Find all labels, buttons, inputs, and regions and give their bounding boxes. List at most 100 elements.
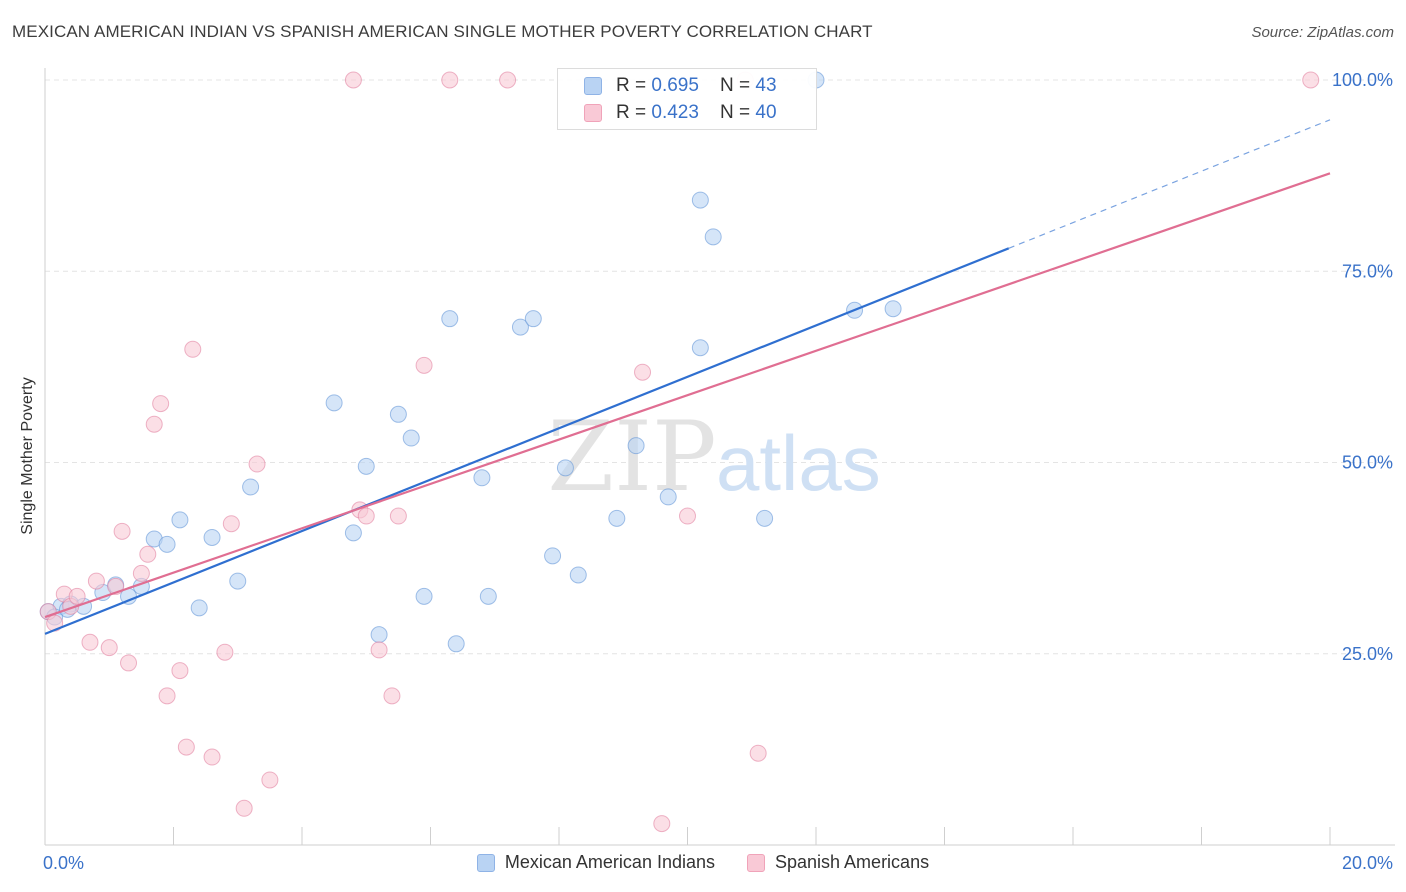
- point-spanish-americans: [1302, 71, 1320, 89]
- stats-swatch-blue: [584, 77, 602, 95]
- tick-labels: 25.0% 50.0% 75.0% 100.0% 0.0% 20.0%: [43, 70, 1393, 873]
- stats-row-blue: R = 0.695 N = 43: [584, 73, 777, 99]
- point-spanish-americans: [216, 643, 234, 661]
- watermark: ZIP atlas: [547, 401, 880, 513]
- y-tick-label: 75.0%: [1342, 261, 1393, 281]
- legend-label-pink: Spanish Americans: [775, 852, 930, 872]
- point-mexican-american-indians: [325, 394, 343, 412]
- point-spanish-americans: [679, 507, 696, 525]
- point-spanish-americans: [235, 799, 253, 817]
- point-spanish-americans: [81, 633, 99, 651]
- n-label: N =: [720, 75, 756, 96]
- point-mexican-american-indians: [190, 599, 208, 617]
- trendline-pink: [44, 172, 1331, 619]
- point-mexican-american-indians: [357, 457, 375, 475]
- point-mexican-american-indians: [756, 509, 774, 527]
- point-mexican-american-indians: [511, 318, 529, 336]
- point-mexican-american-indians: [544, 547, 562, 565]
- point-spanish-americans: [87, 572, 105, 590]
- point-mexican-american-indians: [171, 511, 189, 529]
- point-spanish-americans: [222, 515, 240, 533]
- point-mexican-american-indians: [691, 191, 709, 209]
- point-mexican-american-indians: [659, 488, 677, 506]
- watermark-atlas: atlas: [716, 419, 881, 507]
- point-mexican-american-indians: [242, 478, 260, 496]
- legend-swatch-blue: [476, 853, 495, 872]
- point-mexican-american-indians: [447, 635, 465, 653]
- point-spanish-americans: [441, 71, 459, 89]
- point-spanish-americans: [203, 748, 221, 766]
- series-legend: Mexican American Indians Spanish America…: [0, 852, 1406, 873]
- point-mexican-american-indians: [203, 528, 221, 546]
- point-spanish-americans: [389, 507, 407, 525]
- trendline-blue: [44, 247, 1010, 635]
- trendline-blue-extension: [1008, 119, 1331, 249]
- point-mexican-american-indians: [627, 437, 645, 455]
- point-mexican-american-indians: [415, 587, 433, 605]
- point-spanish-americans: [158, 687, 176, 705]
- point-mexican-american-indians: [569, 566, 587, 584]
- x-tick-label: 0.0%: [43, 853, 84, 873]
- chart-title: MEXICAN AMERICAN INDIAN VS SPANISH AMERI…: [12, 22, 873, 41]
- point-mexican-american-indians: [608, 509, 626, 527]
- axes: [44, 68, 1395, 846]
- point-spanish-americans: [357, 507, 375, 525]
- stats-text-pink: R = 0.423 N = 40: [616, 102, 777, 124]
- y-tick-label: 50.0%: [1342, 453, 1393, 473]
- point-mexican-american-indians: [691, 339, 709, 357]
- point-mexican-american-indians: [344, 524, 362, 542]
- point-mexican-american-indians: [158, 535, 176, 553]
- point-spanish-americans: [415, 356, 433, 374]
- point-mexican-american-indians: [229, 572, 247, 590]
- point-spanish-americans: [145, 415, 163, 433]
- stats-row-pink: R = 0.423 N = 40: [584, 100, 777, 126]
- legend-label-blue: Mexican American Indians: [504, 852, 715, 872]
- point-spanish-americans: [139, 545, 157, 563]
- point-spanish-americans: [113, 522, 131, 540]
- gridlines: [45, 79, 1395, 655]
- point-spanish-americans: [132, 564, 150, 582]
- point-mexican-american-indians: [389, 405, 407, 423]
- point-spanish-americans: [184, 340, 202, 358]
- point-spanish-americans: [499, 71, 517, 89]
- point-mexican-american-indians: [370, 626, 388, 644]
- y-axis-label: Single Mother Poverty: [19, 377, 36, 535]
- y-tick-label: 25.0%: [1342, 644, 1393, 664]
- legend-swatch-pink: [747, 853, 765, 872]
- stats-text-blue: R = 0.695 N = 43: [616, 75, 777, 97]
- n-value-pink: 40: [755, 102, 777, 123]
- point-mexican-american-indians: [402, 429, 420, 447]
- point-spanish-americans: [653, 815, 671, 833]
- point-spanish-americans: [177, 738, 195, 756]
- point-spanish-americans: [370, 641, 388, 659]
- point-spanish-americans: [749, 744, 767, 762]
- legend-item-mexican-american-indians[interactable]: Mexican American Indians: [476, 852, 715, 873]
- stats-legend: R = 0.695 N = 43 R = 0.423 N = 40: [557, 68, 817, 130]
- point-mexican-american-indians: [441, 310, 459, 328]
- x-tick-label: 20.0%: [1342, 853, 1393, 873]
- point-mexican-american-indians: [884, 300, 902, 318]
- stats-swatch-pink: [584, 104, 602, 122]
- n-value-blue: 43: [755, 75, 777, 96]
- point-spanish-americans: [68, 587, 86, 605]
- r-label: R =: [616, 75, 652, 96]
- point-mexican-american-indians: [479, 587, 497, 605]
- r-value-blue: 0.695: [651, 75, 699, 96]
- point-spanish-americans: [248, 455, 266, 473]
- point-mexican-american-indians: [704, 228, 722, 246]
- point-spanish-americans: [152, 395, 170, 413]
- legend-item-spanish-americans[interactable]: Spanish Americans: [747, 852, 929, 873]
- trendlines: [44, 119, 1331, 635]
- watermark-zip: ZIP: [547, 401, 716, 513]
- point-mexican-american-indians: [524, 310, 542, 328]
- point-spanish-americans: [120, 654, 138, 672]
- r-value-pink: 0.423: [651, 102, 699, 123]
- point-mexican-american-indians: [473, 469, 491, 487]
- point-spanish-americans: [344, 71, 362, 89]
- r-label: R =: [616, 102, 652, 123]
- data-points: [39, 71, 1320, 833]
- point-spanish-americans: [261, 771, 279, 789]
- point-spanish-americans: [383, 687, 401, 705]
- point-spanish-americans: [634, 363, 652, 381]
